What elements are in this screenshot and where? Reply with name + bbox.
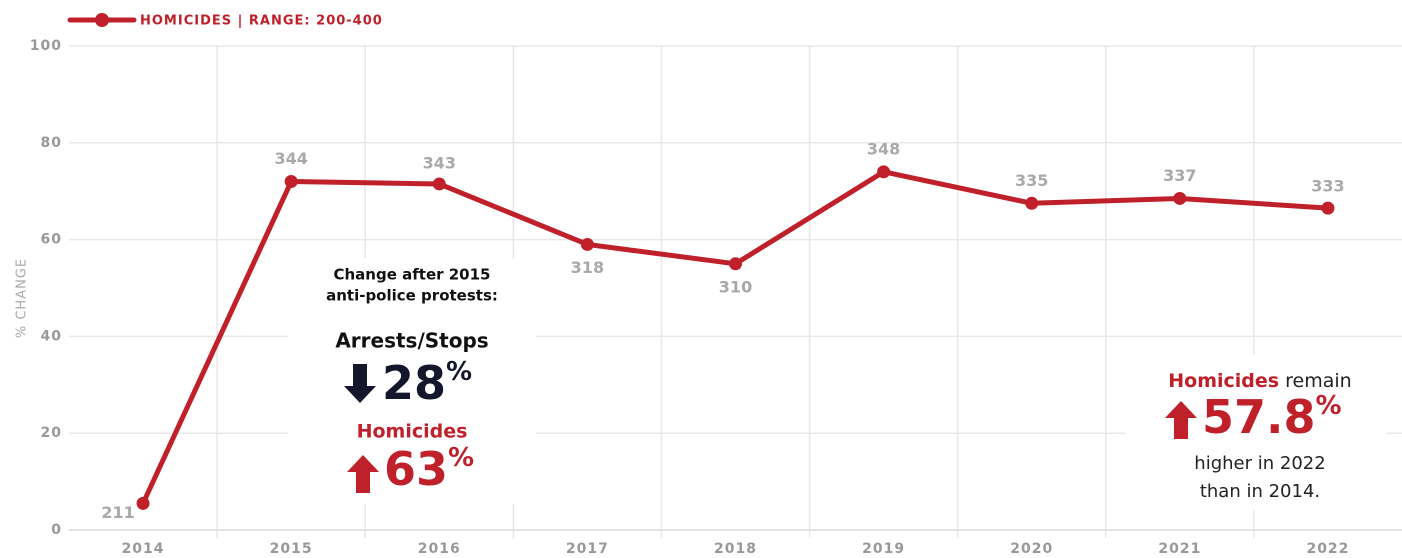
y-tick-label: 0 — [51, 522, 62, 538]
y-tick-label: 100 — [30, 38, 62, 54]
annotation-value: 28% — [382, 356, 472, 410]
y-tick-label: 20 — [41, 425, 62, 441]
data-label: 335 — [1015, 171, 1048, 190]
annotation-text: Arrests/Stops — [335, 329, 488, 353]
data-label: 310 — [719, 277, 752, 296]
x-tick-label: 2022 — [1306, 541, 1349, 557]
x-tick-label: 2018 — [714, 541, 757, 557]
point — [284, 175, 298, 189]
annotation-box — [288, 258, 536, 504]
unit: % — [446, 357, 472, 387]
annotation-text: Homicides — [357, 421, 468, 443]
data-label: 344 — [274, 149, 307, 168]
up-arrow — [1165, 401, 1197, 439]
point — [729, 257, 742, 271]
y-tick-label: 60 — [41, 232, 62, 248]
x-tick-label: 2016 — [418, 541, 461, 557]
point — [580, 237, 594, 251]
value: 63 — [384, 442, 448, 496]
data-label: 333 — [1311, 177, 1344, 196]
data-label: 348 — [867, 139, 900, 158]
highlight: Homicides — [1168, 370, 1279, 392]
x-tick-label: 2019 — [862, 541, 905, 557]
down-arrow — [344, 364, 376, 403]
annotation-text: higher in 2022 — [1194, 453, 1325, 474]
x-tick-label: 2017 — [566, 541, 609, 557]
data-label: 343 — [423, 153, 456, 172]
unit: % — [448, 443, 474, 473]
point — [1321, 201, 1335, 215]
data-label: 337 — [1163, 166, 1196, 185]
annotation-text: than in 2014. — [1200, 481, 1320, 502]
x-tick-label: 2014 — [122, 541, 165, 557]
x-tick-label: 2021 — [1158, 541, 1201, 557]
annotation-text: Homicides remain — [1168, 370, 1351, 392]
y-axis-label: % CHANGE — [15, 258, 30, 338]
value: 28 — [382, 356, 446, 410]
point — [1025, 196, 1039, 210]
legend-marker — [95, 13, 109, 27]
data-label: 318 — [571, 258, 604, 277]
point — [432, 177, 446, 191]
y-tick-label: 80 — [41, 135, 62, 151]
text: remain — [1279, 370, 1352, 392]
point — [136, 496, 150, 510]
data-label: 211 — [101, 503, 134, 522]
up-arrow — [347, 455, 379, 493]
legend-label: HOMICIDES | RANGE: 200-400 — [140, 14, 383, 29]
value: 57.8 — [1202, 390, 1316, 444]
y-tick-label: 40 — [41, 328, 62, 344]
x-tick-label: 2015 — [270, 541, 313, 557]
annotation-value: 57.8% — [1202, 390, 1342, 444]
unit: % — [1316, 391, 1342, 421]
annotation-box — [1125, 355, 1387, 510]
x-tick-label: 2020 — [1010, 541, 1053, 557]
point — [1173, 191, 1187, 205]
annotation-text: Change after 2015 — [334, 266, 491, 284]
point — [877, 165, 891, 179]
annotation-text: anti-police protests: — [326, 287, 498, 305]
annotation-value: 63% — [384, 442, 474, 496]
